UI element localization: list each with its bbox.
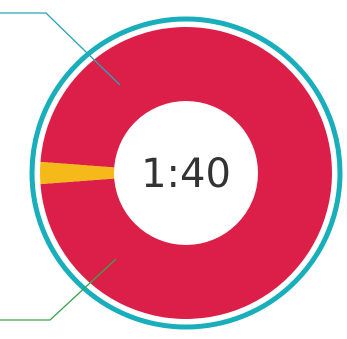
center-ratio-label: 1:40 — [141, 151, 231, 197]
pie-slice-small — [40, 161, 186, 185]
callout-line-bottom — [0, 258, 117, 321]
callout-line-top — [0, 12, 121, 86]
outer-ring — [29, 16, 343, 330]
donut-hole — [114, 101, 258, 245]
